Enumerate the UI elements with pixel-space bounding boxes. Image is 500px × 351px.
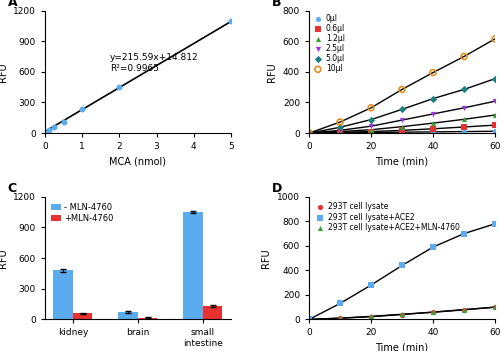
- 293T cell lysate+ACE2: [429, 244, 437, 250]
- 0μl: [460, 129, 468, 134]
- 293T cell lysate+ACE2+MLN-4760: [491, 304, 499, 310]
- 5.0μl: [367, 117, 375, 122]
- 2.5μl: [305, 130, 313, 136]
- 0.6μl: [460, 124, 468, 130]
- X-axis label: MCA (nmol): MCA (nmol): [110, 157, 166, 167]
- Point: [41, 130, 49, 136]
- Point: [78, 106, 86, 111]
- 293T cell lysate+ACE2+MLN-4760: [305, 317, 313, 322]
- Bar: [184, 212, 203, 319]
- 2.5μl: [367, 124, 375, 129]
- 1.2μl: [305, 130, 313, 136]
- Y-axis label: RFU: RFU: [267, 62, 277, 82]
- 0μl: [336, 130, 344, 135]
- 1.2μl: [491, 112, 499, 118]
- 10μl: [367, 105, 375, 111]
- 10μl: [398, 87, 406, 92]
- Point: [44, 127, 52, 133]
- 0.6μl: [398, 127, 406, 133]
- 293T cell lysate: [429, 309, 437, 315]
- 1.2μl: [429, 120, 437, 126]
- 2.5μl: [336, 127, 344, 133]
- 5.0μl: [429, 96, 437, 101]
- 0.6μl: [336, 130, 344, 135]
- 293T cell lysate: [367, 314, 375, 319]
- 293T cell lysate: [398, 312, 406, 317]
- 0μl: [367, 130, 375, 135]
- Bar: [54, 270, 73, 319]
- 0.6μl: [367, 129, 375, 134]
- Point: [116, 84, 124, 90]
- 293T cell lysate+ACE2+MLN-4760: [398, 311, 406, 317]
- 5.0μl: [336, 125, 344, 130]
- 293T cell lysate: [336, 316, 344, 321]
- Y-axis label: RFU: RFU: [0, 248, 8, 268]
- 10μl: [336, 119, 344, 125]
- Legend: 0μl, 0.6μl, 1.2μl, 2.5μl, 5.0μl, 10μl: 0μl, 0.6μl, 1.2μl, 2.5μl, 5.0μl, 10μl: [312, 13, 346, 74]
- 1.2μl: [367, 127, 375, 133]
- Point: [60, 119, 68, 125]
- X-axis label: Time (min): Time (min): [376, 157, 428, 167]
- 5.0μl: [305, 130, 313, 136]
- 5.0μl: [491, 76, 499, 81]
- Legend: 293T cell lysate, 293T cell lysate+ACE2, 293T cell lysate+ACE2+MLN-4760: 293T cell lysate, 293T cell lysate+ACE2,…: [313, 201, 462, 234]
- 2.5μl: [460, 105, 468, 111]
- 293T cell lysate+ACE2+MLN-4760: [336, 316, 344, 321]
- 1.2μl: [398, 124, 406, 130]
- Bar: [118, 312, 138, 319]
- 1.2μl: [460, 117, 468, 122]
- Point: [50, 124, 58, 130]
- 293T cell lysate+ACE2: [305, 317, 313, 322]
- 293T cell lysate+ACE2+MLN-4760: [429, 310, 437, 315]
- 1.2μl: [336, 129, 344, 134]
- 293T cell lysate+ACE2: [367, 282, 375, 288]
- 2.5μl: [398, 117, 406, 123]
- 293T cell lysate+ACE2: [336, 301, 344, 306]
- 293T cell lysate+ACE2: [460, 231, 468, 237]
- 0μl: [398, 130, 406, 135]
- 0μl: [305, 130, 313, 136]
- Y-axis label: RFU: RFU: [0, 62, 8, 82]
- Bar: [203, 306, 222, 319]
- 0μl: [429, 129, 437, 135]
- 5.0μl: [398, 107, 406, 112]
- 293T cell lysate: [305, 317, 313, 322]
- Point: [227, 19, 235, 24]
- Bar: [73, 313, 92, 319]
- 293T cell lysate: [460, 307, 468, 312]
- 2.5μl: [429, 111, 437, 117]
- Text: y=215.59x+14.812
R²=0.9965: y=215.59x+14.812 R²=0.9965: [110, 53, 198, 73]
- 10μl: [429, 70, 437, 75]
- 293T cell lysate+ACE2+MLN-4760: [367, 313, 375, 319]
- 5.0μl: [460, 87, 468, 92]
- Text: D: D: [272, 182, 282, 195]
- Bar: [138, 318, 158, 319]
- X-axis label: Time (min): Time (min): [376, 343, 428, 351]
- 10μl: [460, 54, 468, 59]
- 0.6μl: [305, 130, 313, 136]
- 10μl: [305, 130, 313, 136]
- Y-axis label: RFU: RFU: [262, 248, 272, 268]
- 10μl: [491, 36, 499, 42]
- 0μl: [491, 128, 499, 134]
- 293T cell lysate: [491, 304, 499, 310]
- Text: C: C: [8, 182, 17, 195]
- 293T cell lysate+ACE2: [398, 263, 406, 268]
- 293T cell lysate+ACE2+MLN-4760: [460, 307, 468, 313]
- 0.6μl: [491, 122, 499, 128]
- 2.5μl: [491, 98, 499, 104]
- Text: A: A: [8, 0, 18, 9]
- Legend: - MLN-4760, +MLN-4760: - MLN-4760, +MLN-4760: [49, 201, 115, 225]
- Text: B: B: [272, 0, 281, 9]
- 293T cell lysate+ACE2: [491, 221, 499, 227]
- 0.6μl: [429, 126, 437, 132]
